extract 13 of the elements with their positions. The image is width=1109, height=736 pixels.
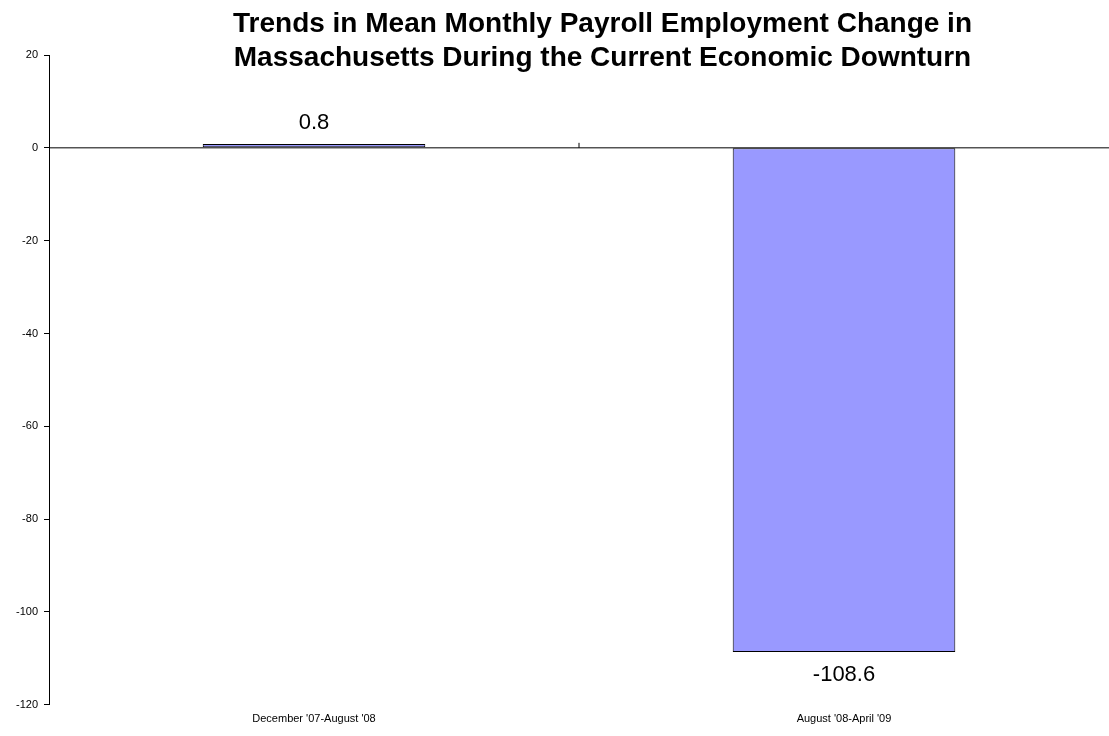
y-tick-label: 20	[25, 48, 39, 61]
y-tick-label: -100	[15, 605, 39, 617]
y-tick-label: -20	[22, 233, 39, 246]
data-label: 0.8	[298, 109, 330, 135]
x-tick-label: August '08-April '09	[796, 712, 892, 725]
y-tick-label: 0	[31, 140, 39, 153]
chart-title: Trends in Mean Monthly Payroll Employment Change in Massachusetts During the Current Economic Downturn	[232, 6, 973, 74]
y-tick-label: -60	[22, 419, 39, 432]
y-tick-label: -80	[22, 512, 39, 525]
x-tick-label: December '07-August '08	[252, 712, 376, 725]
y-tick-label: -40	[22, 326, 39, 339]
data-label: -108.6	[812, 660, 876, 686]
y-tick-label: -120	[15, 697, 39, 710]
